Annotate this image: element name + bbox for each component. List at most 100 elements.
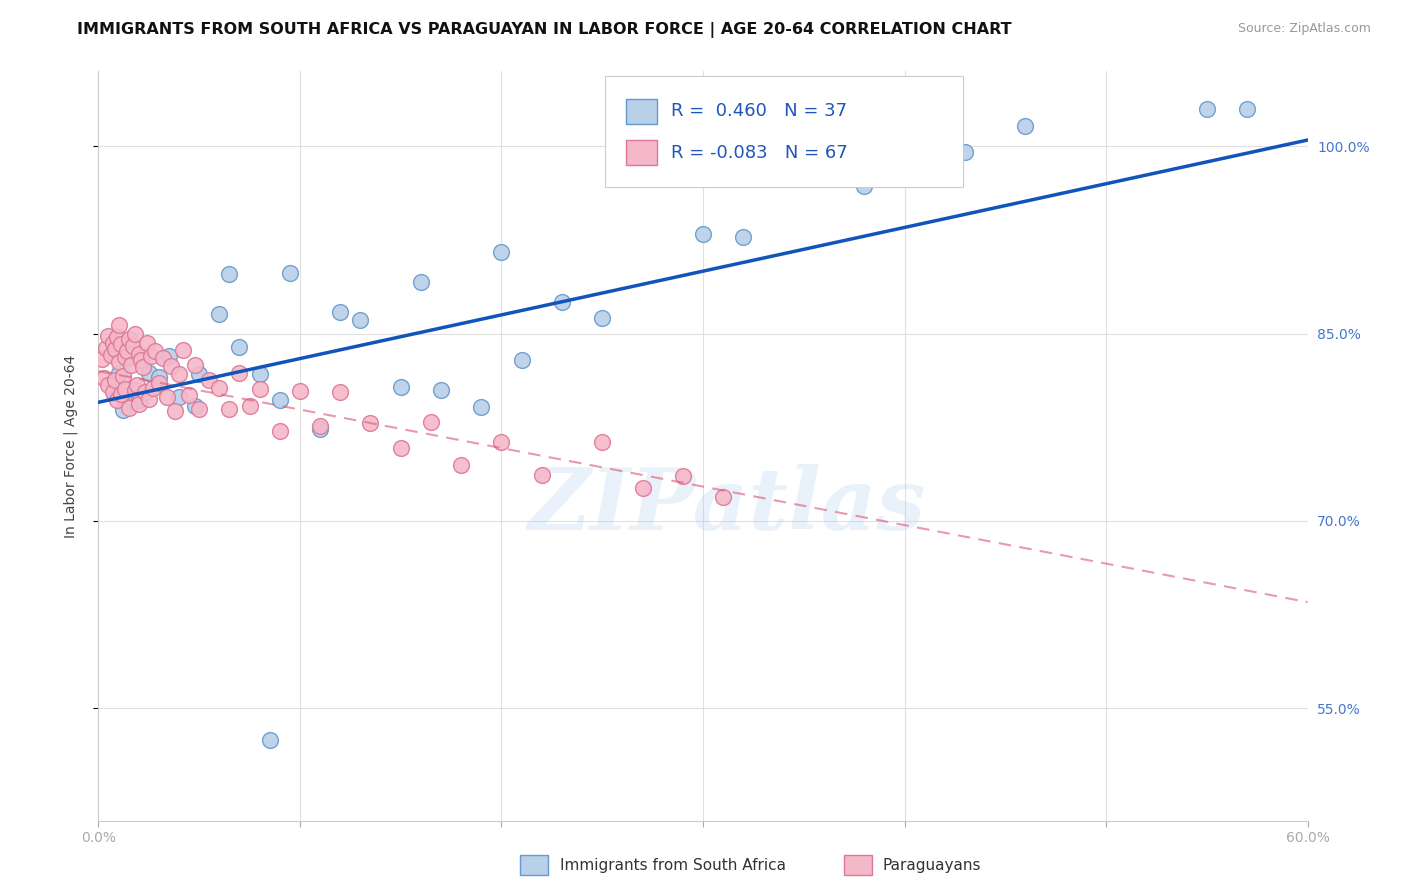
Point — [132, 359, 155, 374]
Point — [1195, 102, 1218, 116]
Point — [142, 381, 165, 395]
Point — [259, 732, 281, 747]
Point — [430, 384, 453, 398]
Point — [420, 415, 443, 429]
Point — [184, 399, 207, 413]
Point — [148, 369, 170, 384]
Text: IMMIGRANTS FROM SOUTH AFRICA VS PARAGUAYAN IN LABOR FORCE | AGE 20-64 CORRELATIO: IMMIGRANTS FROM SOUTH AFRICA VS PARAGUAY… — [77, 22, 1012, 38]
Point — [91, 352, 114, 367]
Point — [329, 305, 352, 319]
Point — [105, 330, 128, 344]
Point — [124, 387, 146, 401]
Point — [1014, 120, 1036, 134]
Point — [160, 359, 183, 374]
Point — [228, 340, 250, 354]
Point — [1236, 102, 1258, 116]
Text: R =  0.460   N = 37: R = 0.460 N = 37 — [671, 103, 846, 120]
Text: R = -0.083   N = 67: R = -0.083 N = 67 — [671, 144, 848, 161]
Point — [672, 469, 695, 483]
Point — [152, 351, 174, 366]
Point — [853, 179, 876, 194]
Point — [134, 385, 156, 400]
Point — [100, 348, 122, 362]
Text: Paraguayans: Paraguayans — [883, 858, 981, 872]
Point — [198, 373, 221, 387]
Point — [269, 393, 291, 408]
Point — [228, 366, 250, 380]
Point — [167, 390, 190, 404]
Point — [329, 385, 352, 400]
Point — [93, 371, 115, 385]
Point — [148, 376, 170, 390]
Point — [120, 358, 142, 372]
Point — [115, 344, 138, 359]
Point — [103, 373, 125, 387]
Point — [103, 342, 125, 356]
Point — [128, 392, 150, 407]
Point — [491, 434, 513, 449]
Point — [121, 339, 143, 353]
Point — [138, 366, 160, 380]
Text: ZIPatlas: ZIPatlas — [529, 464, 927, 548]
Point — [179, 387, 201, 401]
Point — [143, 343, 166, 358]
Point — [249, 367, 271, 381]
Point — [309, 422, 332, 436]
Point — [111, 368, 134, 383]
Point — [156, 390, 179, 404]
Point — [208, 307, 231, 321]
Point — [97, 378, 120, 392]
Point — [349, 313, 371, 327]
Text: Immigrants from South Africa: Immigrants from South Africa — [560, 858, 786, 872]
Point — [491, 245, 513, 260]
Point — [135, 335, 157, 350]
Point — [360, 416, 382, 430]
Point — [450, 458, 472, 473]
Point — [105, 392, 128, 407]
Point — [125, 377, 148, 392]
Point — [510, 353, 533, 368]
Point — [101, 335, 124, 350]
Point — [118, 351, 141, 366]
Point — [138, 392, 160, 407]
Point — [118, 401, 141, 415]
Text: Source: ZipAtlas.com: Source: ZipAtlas.com — [1237, 22, 1371, 36]
Point — [107, 355, 129, 369]
Point — [97, 328, 120, 343]
Point — [692, 227, 714, 241]
Point — [218, 401, 240, 416]
Point — [128, 397, 150, 411]
Point — [118, 332, 141, 346]
Point — [111, 402, 134, 417]
Point — [409, 276, 432, 290]
Y-axis label: In Labor Force | Age 20-64: In Labor Force | Age 20-64 — [63, 354, 77, 538]
Point — [551, 294, 574, 309]
Point — [103, 385, 125, 400]
Point — [128, 347, 150, 361]
Point — [249, 383, 271, 397]
Point — [110, 387, 132, 401]
Point — [114, 382, 136, 396]
Point — [953, 145, 976, 159]
Point — [167, 367, 190, 381]
Point — [733, 230, 755, 244]
Point — [389, 441, 412, 455]
Point — [269, 424, 291, 438]
Point — [107, 318, 129, 332]
Point — [184, 358, 207, 372]
Point — [188, 402, 211, 417]
Point — [218, 267, 240, 281]
Point — [470, 400, 492, 414]
Point — [208, 381, 231, 395]
Point — [101, 385, 124, 400]
Point — [309, 418, 332, 433]
Point — [124, 327, 146, 342]
Point — [96, 341, 118, 355]
Point — [711, 490, 734, 504]
Point — [631, 481, 654, 495]
Point — [124, 384, 146, 398]
Point — [110, 337, 132, 351]
Point — [288, 384, 311, 398]
Point — [114, 351, 136, 365]
Point — [239, 399, 262, 413]
